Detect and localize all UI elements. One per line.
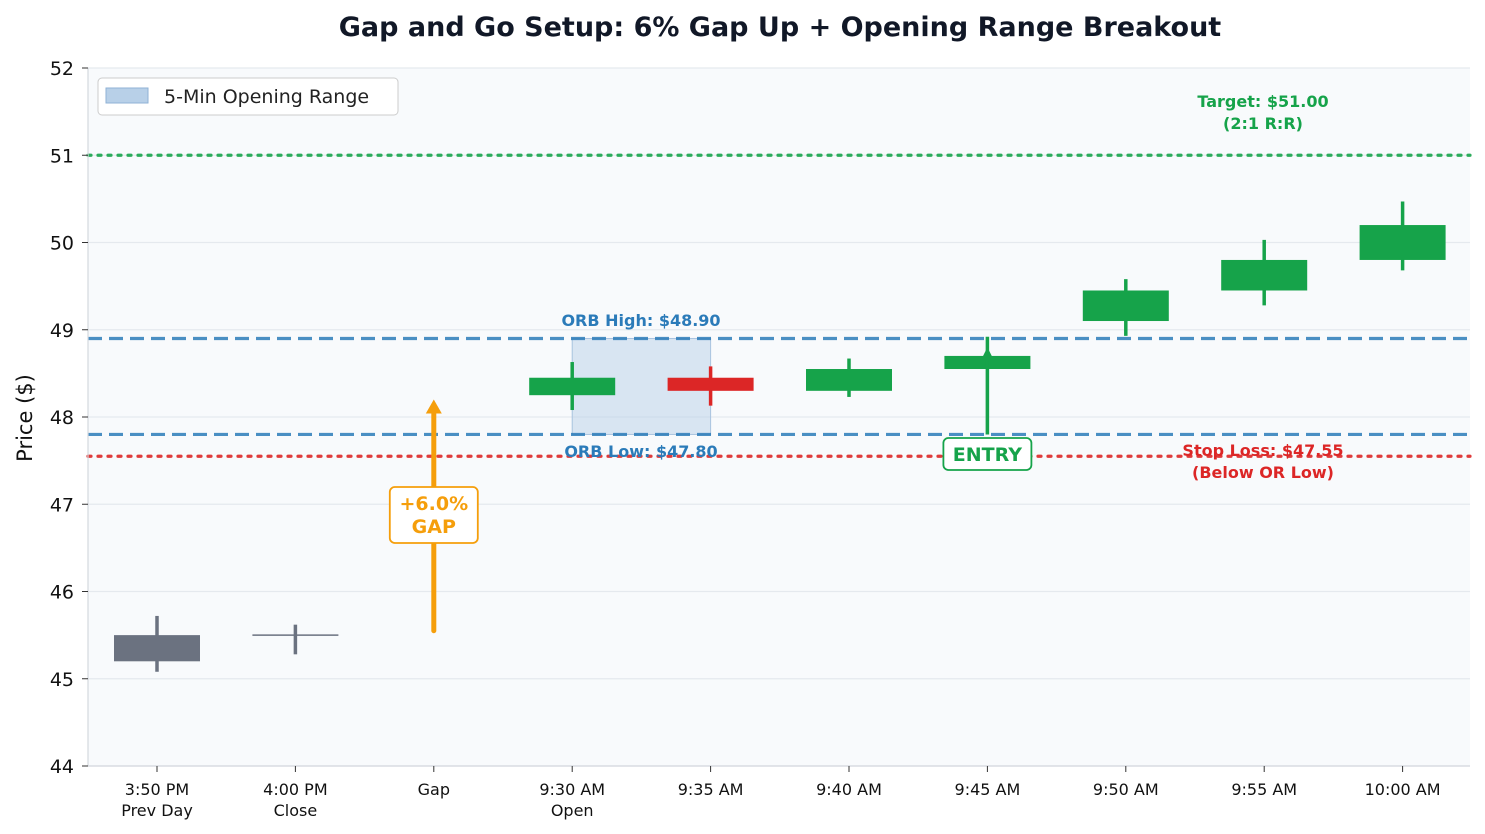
y-tick-label: 52 <box>50 58 74 80</box>
axes: 44 45 46 47 48 49 50 51 52 3:50 PM Prev Day 4:00 PM… <box>50 58 1470 820</box>
x-tick-label: Gap <box>418 780 450 799</box>
y-tick-label: 47 <box>50 494 74 516</box>
y-axis-label: Price ($) <box>13 374 37 462</box>
x-tick-label: 9:35 AM <box>678 780 744 799</box>
y-tick-label: 50 <box>50 233 74 255</box>
x-tick-label: 9:50 AM <box>1093 780 1159 799</box>
orb-high-label: ORB High: $48.90 <box>561 311 720 330</box>
candle-body <box>529 377 616 396</box>
gap-label-text: GAP <box>412 516 456 538</box>
candle-body <box>1221 259 1308 291</box>
x-tick-label: 10:00 AM <box>1365 780 1441 799</box>
stop-label-note: (Below OR Low) <box>1192 463 1334 482</box>
legend-box <box>97 77 399 116</box>
orb-low-label: ORB Low: $47.80 <box>564 442 717 461</box>
entry-label-box <box>942 437 1033 471</box>
gap-arrow-head <box>425 399 442 414</box>
x-tick-sublabel: Prev Day <box>121 801 193 820</box>
legend: 5-Min Opening Range <box>97 77 399 116</box>
x-tick-sublabel: Close <box>274 801 318 820</box>
level-lines <box>86 153 1472 458</box>
candle <box>1082 279 1169 336</box>
y-tick-label: 48 <box>50 407 74 429</box>
candle <box>806 358 892 397</box>
annotations: +6.0%GAP ENTRY ORB High: $48.90 ORB Low: $4… <box>388 92 1344 634</box>
entry-label: ENTRY <box>953 444 1022 466</box>
y-tick-label: 49 <box>50 320 74 342</box>
x-tick-label: 4:00 PM <box>263 780 327 799</box>
y-tick-label: 46 <box>50 582 74 604</box>
target-label-ratio: (2:1 R:R) <box>1223 114 1303 133</box>
candle <box>1221 239 1308 306</box>
x-tick-label: 3:50 PM <box>125 780 189 799</box>
legend-label: 5-Min Opening Range <box>164 86 369 108</box>
y-tick-label: 45 <box>50 669 74 691</box>
x-tick-label: 9:45 AM <box>955 780 1021 799</box>
y-tick-label: 51 <box>50 145 74 167</box>
chart-title: Gap and Go Setup: 6% Gap Up + Opening Ra… <box>339 12 1222 43</box>
x-tick-sublabel: Open <box>551 801 594 820</box>
x-tick-label: 9:30 AM <box>539 780 605 799</box>
y-tick-label: 44 <box>50 756 74 778</box>
candle <box>1359 201 1446 271</box>
candles <box>114 201 1446 672</box>
candle-body <box>806 369 892 391</box>
candle-body <box>1359 225 1446 260</box>
candle <box>252 624 339 655</box>
x-tick-label: 9:55 AM <box>1231 780 1297 799</box>
legend-swatch <box>105 87 149 104</box>
gap-label-box <box>388 486 479 544</box>
candle <box>529 362 616 411</box>
candle-body <box>667 377 754 391</box>
candle-body <box>114 635 200 662</box>
candle <box>667 366 754 406</box>
candle-body <box>1082 290 1169 322</box>
candle <box>114 615 200 672</box>
x-tick-label: 9:40 AM <box>816 780 882 799</box>
stop-label: Stop Loss: $47.55 <box>1182 441 1343 460</box>
target-label: Target: $51.00 <box>1197 92 1328 111</box>
gap-label-pct: +6.0% <box>399 493 468 515</box>
entry-arrow-head <box>981 347 994 360</box>
